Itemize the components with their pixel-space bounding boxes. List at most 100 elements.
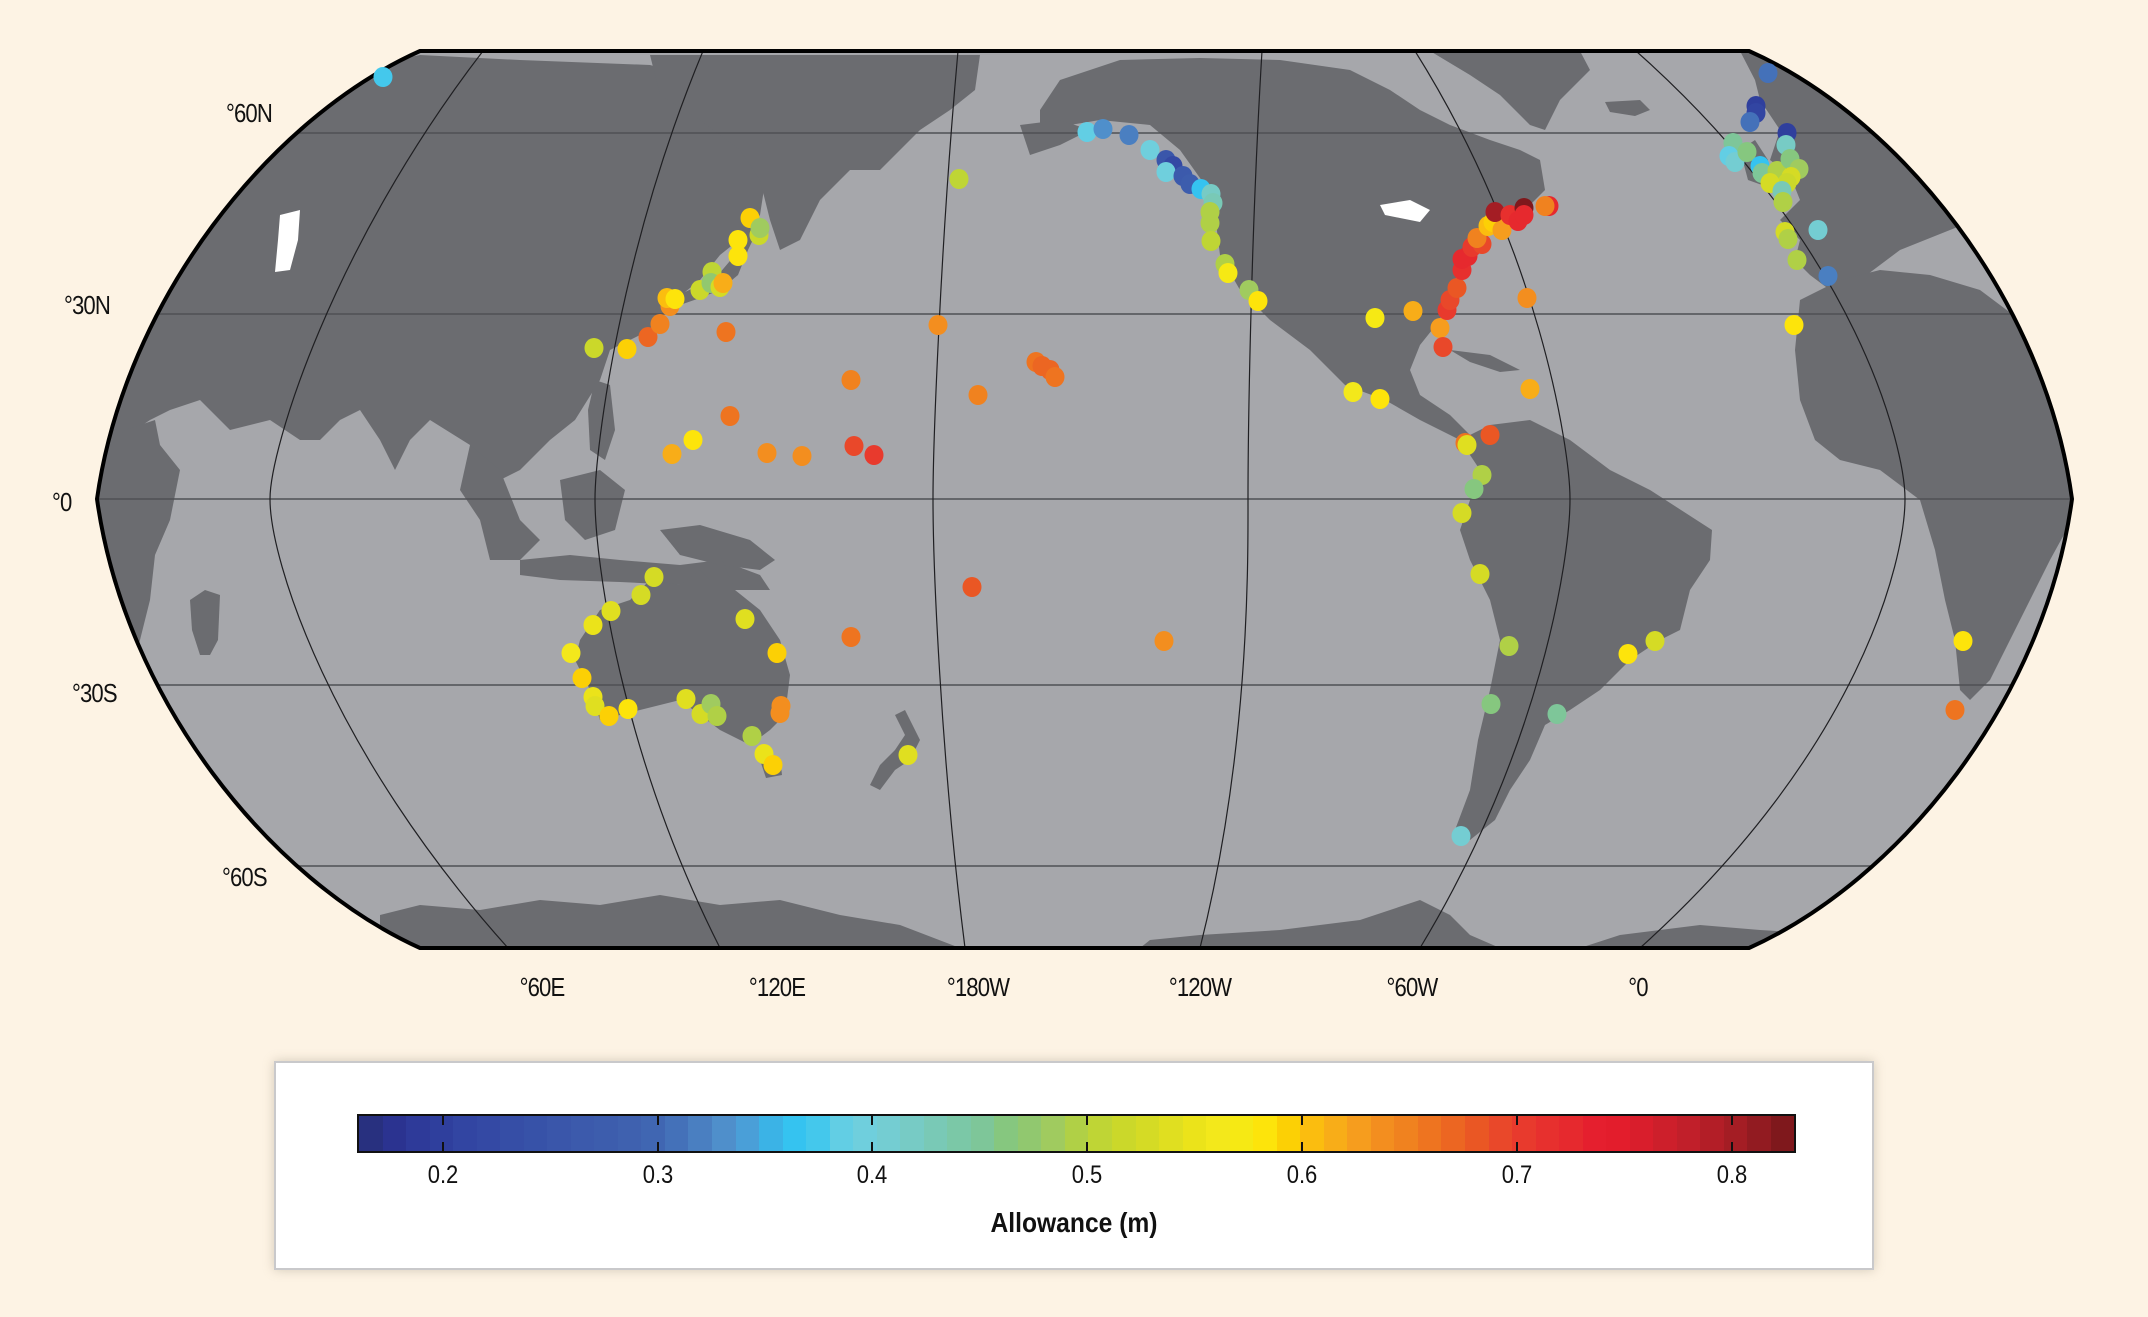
data-point xyxy=(1740,112,1760,132)
lat-label-0: °0 xyxy=(52,487,72,517)
lon-label-180w: °180W xyxy=(946,972,1010,1002)
data-point xyxy=(1492,220,1512,240)
data-point xyxy=(638,327,658,347)
data-point xyxy=(1201,231,1221,251)
colorbar-segment xyxy=(1112,1116,1136,1151)
data-point xyxy=(1945,700,1965,720)
colorbar-segment xyxy=(617,1116,642,1151)
antarctica-land xyxy=(97,895,2072,948)
data-point xyxy=(1365,308,1385,328)
graticule xyxy=(97,51,2072,948)
new-zealand-land xyxy=(870,710,920,790)
colorbar-segment xyxy=(641,1116,665,1151)
data-point xyxy=(584,338,604,358)
data-point xyxy=(742,726,762,746)
data-point xyxy=(1773,192,1793,212)
colorbar-gradient xyxy=(357,1114,1796,1153)
data-point xyxy=(968,385,988,405)
data-point xyxy=(713,273,733,293)
africa-land xyxy=(1795,270,2072,700)
data-point xyxy=(720,406,740,426)
philippines-land xyxy=(588,380,615,460)
south-america-land xyxy=(1455,420,1712,840)
colorbar-tick-label: 0.5 xyxy=(1071,1161,1103,1189)
data-point xyxy=(841,627,861,647)
data-point xyxy=(1517,288,1537,308)
data-point xyxy=(1787,250,1807,270)
colorbar-segment xyxy=(970,1116,995,1151)
data-point xyxy=(617,339,637,359)
lat-label-60s: °60S xyxy=(222,862,268,892)
colorbar-segment xyxy=(782,1116,807,1151)
colorbar-segment xyxy=(1229,1116,1254,1151)
data-point xyxy=(898,745,918,765)
colorbar-segment xyxy=(1700,1116,1724,1151)
data-point xyxy=(728,246,748,266)
europe-land xyxy=(1740,51,2000,290)
colorbar-segment xyxy=(1441,1116,1465,1151)
data-point xyxy=(1200,213,1220,233)
alaska-peninsula-land xyxy=(1020,120,1090,155)
cuba-land xyxy=(1450,350,1520,372)
colorbar-segment xyxy=(1747,1116,1771,1151)
colorbar-segment xyxy=(1770,1116,1795,1151)
data-point xyxy=(1045,367,1065,387)
colorbar-legend: 0.2 0.3 0.4 0.5 0.6 0.7 0.8 Allowance (m) xyxy=(274,1061,1874,1270)
data-point xyxy=(757,443,777,463)
lon-label-120w: °120W xyxy=(1168,972,1232,1002)
lon-label-60e: °60E xyxy=(519,972,566,1002)
data-point xyxy=(644,567,664,587)
meridian-90e xyxy=(594,51,721,948)
data-point xyxy=(1403,301,1423,321)
data-point xyxy=(676,689,696,709)
colorbar-segment xyxy=(1653,1116,1677,1151)
colorbar-segment xyxy=(1582,1116,1607,1151)
colorbar-segment xyxy=(570,1116,595,1151)
colorbar-segment xyxy=(900,1116,924,1151)
lon-label-120e: °120E xyxy=(748,972,806,1002)
data-point xyxy=(928,315,948,335)
data-point xyxy=(585,696,605,716)
north-america-land xyxy=(1040,58,1545,440)
colorbar-segment xyxy=(594,1116,618,1151)
colorbar-tick-label: 0.7 xyxy=(1501,1161,1533,1189)
colorbar-segment xyxy=(711,1116,736,1151)
data-point xyxy=(1452,503,1472,523)
data-point xyxy=(1514,205,1534,225)
data-point xyxy=(735,609,755,629)
colorbar-segment xyxy=(1629,1116,1654,1151)
data-point xyxy=(1645,631,1665,651)
data-point xyxy=(1451,826,1471,846)
data-point xyxy=(1433,337,1453,357)
data-point xyxy=(1470,564,1490,584)
data-point xyxy=(1343,382,1363,402)
australia-land xyxy=(575,555,790,745)
colorbar-segment xyxy=(382,1116,407,1151)
meridian-30e xyxy=(269,51,509,948)
colorbar-segment xyxy=(1323,1116,1348,1151)
data-point xyxy=(1430,318,1450,338)
colorbar-segment xyxy=(1723,1116,1748,1151)
data-point xyxy=(763,755,783,775)
lat-label-30n: °30N xyxy=(64,290,111,320)
data-point xyxy=(1818,266,1838,286)
colorbar-segment xyxy=(759,1116,783,1151)
data-point xyxy=(1154,631,1174,651)
colorbar-segment xyxy=(664,1116,689,1151)
data-point xyxy=(962,577,982,597)
data-point xyxy=(1618,644,1638,664)
data-point xyxy=(844,436,864,456)
colorbar-segment xyxy=(1253,1116,1277,1151)
colorbar-segment xyxy=(1417,1116,1442,1151)
colorbar-tick xyxy=(1515,1114,1518,1153)
colorbar-segment xyxy=(1017,1116,1042,1151)
meridian-30w xyxy=(1635,51,1906,948)
data-point xyxy=(1499,636,1519,656)
colorbar-segment xyxy=(1488,1116,1513,1151)
madagascar-land xyxy=(190,590,220,655)
data-point xyxy=(767,643,787,663)
colorbar-segment xyxy=(1512,1116,1536,1151)
colorbar-segment xyxy=(1041,1116,1065,1151)
colorbar-segment xyxy=(429,1116,454,1151)
colorbar-segment xyxy=(1182,1116,1207,1151)
